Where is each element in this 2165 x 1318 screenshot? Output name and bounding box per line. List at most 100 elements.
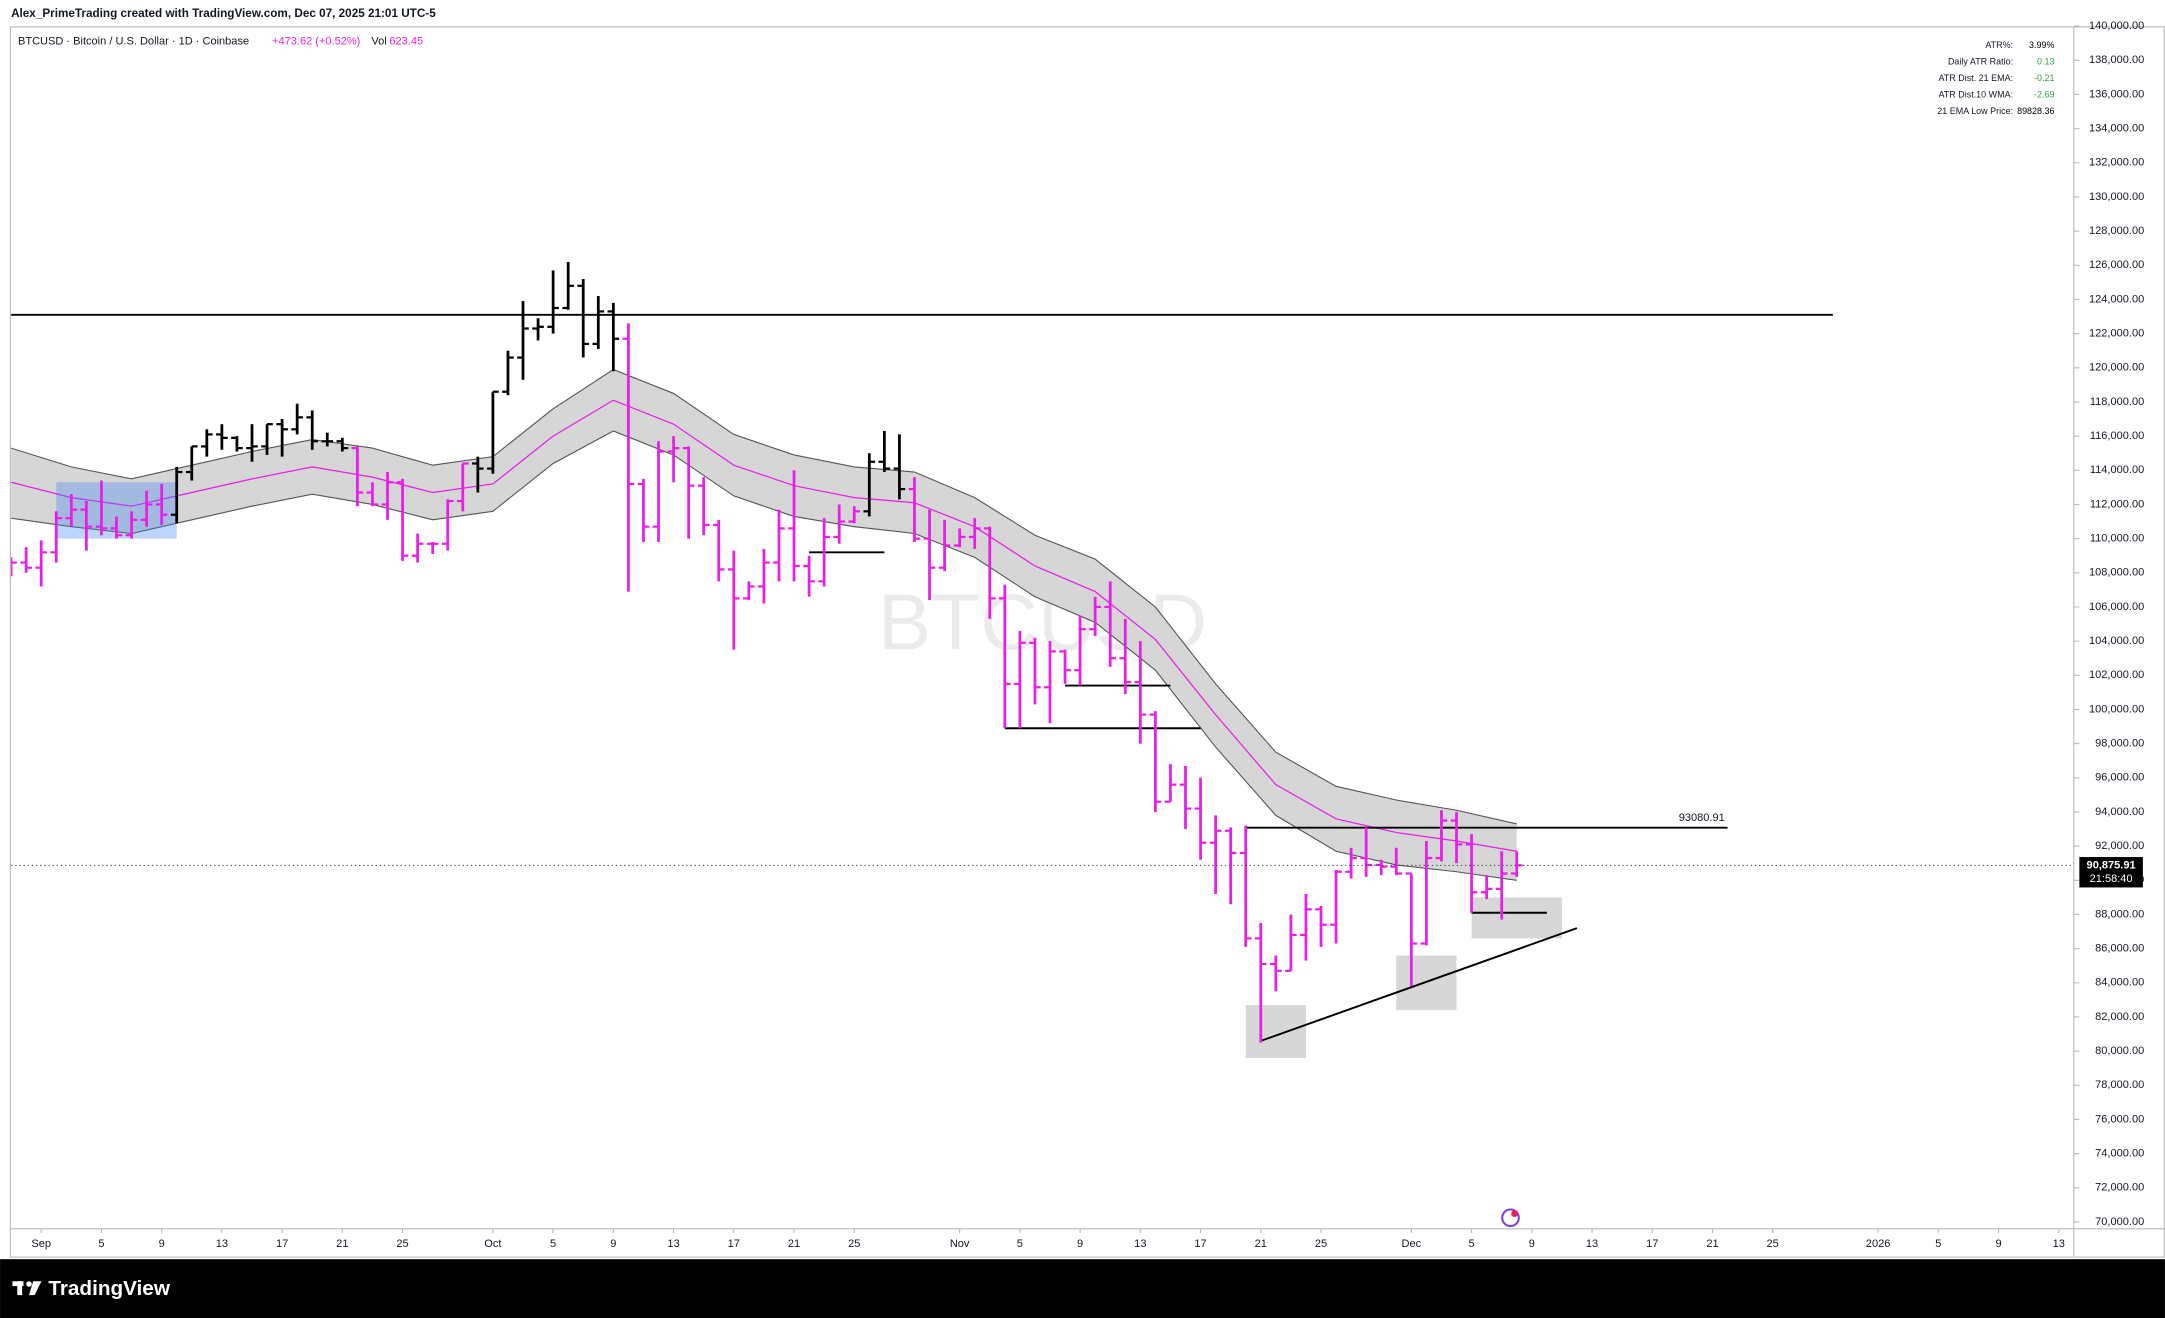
change: +473.62 (+0.52%)	[272, 35, 360, 47]
y-tick-label: 140,000.00	[2089, 20, 2144, 32]
indicator-label: ATR Dist.10 WMA:	[1938, 90, 2013, 100]
y-tick-label: 70,000.00	[2095, 1216, 2144, 1228]
x-tick-label: 17	[1646, 1238, 1658, 1250]
y-tick-label: 126,000.00	[2089, 259, 2144, 271]
x-tick-label: 25	[1767, 1238, 1779, 1250]
x-tick-label: 13	[1134, 1238, 1146, 1250]
footer-brand[interactable]: TradingView	[48, 1277, 170, 1300]
y-tick-label: 124,000.00	[2089, 293, 2144, 305]
y-tick-label: 120,000.00	[2089, 362, 2144, 374]
zone-box	[1471, 897, 1562, 939]
volume-label: Vol	[371, 35, 386, 47]
indicator-label: 21 EMA Low Price:	[1937, 106, 2013, 116]
indicator-label: Daily ATR Ratio:	[1948, 57, 2013, 67]
indicator-label: ATR%:	[1985, 40, 2013, 50]
y-tick-label: 138,000.00	[2089, 54, 2144, 66]
y-tick-label: 118,000.00	[2090, 396, 2144, 408]
x-tick-label: 17	[276, 1238, 288, 1250]
caption: Alex_PrimeTrading created with TradingVi…	[11, 7, 436, 20]
y-tick-label: 108,000.00	[2089, 567, 2144, 579]
y-tick-label: 74,000.00	[2095, 1148, 2144, 1160]
y-tick-label: 116,000.00	[2090, 430, 2144, 442]
indicator-value: 3.99%	[2029, 40, 2054, 50]
plot-area	[11, 261, 2074, 1058]
y-tick-label: 84,000.00	[2095, 977, 2144, 989]
y-tick-label: 88,000.00	[2095, 908, 2144, 920]
x-tick-label: Dec	[1402, 1238, 1422, 1250]
x-tick-label: 9	[159, 1238, 165, 1250]
y-tick-label: 132,000.00	[2089, 157, 2144, 169]
y-tick-label: 92,000.00	[2095, 840, 2144, 852]
last-price-label: 90,875.91	[2087, 859, 2136, 871]
x-tick-label: 17	[1194, 1238, 1206, 1250]
chart-frame	[9, 26, 2165, 1258]
y-tick-label: 104,000.00	[2089, 635, 2144, 647]
y-tick-label: 96,000.00	[2095, 772, 2144, 784]
x-tick-label: 9	[610, 1238, 616, 1250]
y-tick-label: 102,000.00	[2089, 669, 2144, 681]
x-tick-label: 5	[1935, 1238, 1941, 1250]
x-tick-label: 25	[848, 1238, 860, 1250]
x-tick-label: 2026	[1866, 1238, 1891, 1250]
y-tick-label: 122,000.00	[2089, 328, 2144, 340]
zone-box	[1245, 1005, 1306, 1058]
drawn-line	[1260, 927, 1578, 1042]
line-label: 93080.91	[1679, 812, 1725, 824]
x-tick-label: 25	[396, 1238, 408, 1250]
ema-mid	[11, 399, 1517, 852]
alert-icon	[1501, 1208, 1520, 1228]
y-tick-label: 128,000.00	[2089, 225, 2144, 237]
x-tick-label: Nov	[950, 1238, 970, 1250]
x-tick-label: 9	[1995, 1238, 2001, 1250]
y-tick-label: 82,000.00	[2095, 1011, 2144, 1023]
indicator-value: -0.21	[2034, 73, 2054, 83]
x-tick-label: 13	[1586, 1238, 1598, 1250]
indicator-table-bg	[1927, 35, 2066, 122]
x-tick-label: 17	[728, 1238, 740, 1250]
y-tick-label: 78,000.00	[2095, 1079, 2144, 1091]
ema-band-upper	[11, 368, 1517, 825]
y-tick-label: 76,000.00	[2095, 1113, 2144, 1125]
y-tick-label: 72,000.00	[2095, 1182, 2144, 1194]
x-tick-label: 5	[1017, 1238, 1023, 1250]
x-tick-label: 25	[1315, 1238, 1327, 1250]
y-tick-label: 98,000.00	[2095, 738, 2144, 750]
y-tick-label: 130,000.00	[2089, 191, 2144, 203]
y-tick-label: 110,000.00	[2090, 533, 2144, 545]
x-tick-label: 5	[1469, 1238, 1475, 1250]
x-tick-label: Oct	[484, 1238, 501, 1250]
y-tick-label: 114,000.00	[2090, 464, 2144, 476]
x-tick-label: 5	[98, 1238, 104, 1250]
x-tick-label: 21	[1255, 1238, 1267, 1250]
x-tick-label: 13	[667, 1238, 679, 1250]
x-tick-label: 21	[1706, 1238, 1718, 1250]
y-tick-label: 134,000.00	[2089, 123, 2144, 135]
x-tick-label: 13	[2053, 1238, 2065, 1250]
indicator-value: -2.69	[2034, 90, 2054, 100]
x-tick-label: 21	[788, 1238, 800, 1250]
y-tick-label: 100,000.00	[2089, 703, 2144, 715]
y-tick-label: 80,000.00	[2095, 1045, 2144, 1057]
symbol: BTCUSD · Bitcoin / U.S. Dollar · 1D · Co…	[18, 35, 249, 47]
ema-band-lower	[11, 430, 1517, 881]
indicator-value: 0.13	[2037, 57, 2054, 67]
overlay: 70,000.00 72,000.00 74,000.00 76,000.00 78,0…	[31, 20, 2144, 1250]
last-price-box	[2079, 857, 2143, 888]
countdown: 21:58:40	[2090, 873, 2133, 885]
x-tick-label: 21	[336, 1238, 348, 1250]
footer-logo	[12, 1281, 42, 1296]
y-tick-label: 94,000.00	[2095, 806, 2144, 818]
y-tick-label: 112,000.00	[2090, 498, 2144, 510]
y-tick-label: 86,000.00	[2095, 943, 2144, 955]
x-tick-label: 13	[216, 1238, 228, 1250]
indicator-value: 89828.36	[2017, 106, 2054, 116]
y-tick-label: 106,000.00	[2089, 601, 2144, 613]
indicator-label: ATR Dist. 21 EMA:	[1938, 73, 2013, 83]
y-tick-label: 136,000.00	[2089, 88, 2144, 100]
volume: 623.45	[389, 35, 423, 47]
x-tick-label: Sep	[31, 1238, 51, 1250]
